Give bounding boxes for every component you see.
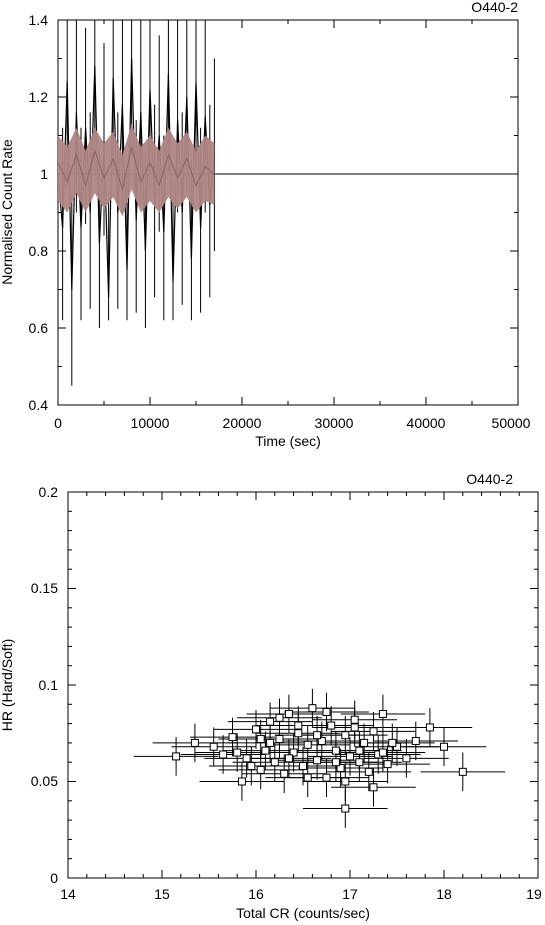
hr-point-marker xyxy=(294,729,303,738)
lc-y-tick-0: 0.4 xyxy=(29,397,49,413)
hr-y-tick-4: 0.2 xyxy=(39,484,59,500)
hr-point-marker xyxy=(275,713,284,722)
hr-scatter-series xyxy=(133,688,506,828)
hr-point-marker xyxy=(228,733,237,742)
hr-point-marker xyxy=(284,709,293,718)
hr-point-marker xyxy=(303,740,312,749)
hr-point-marker xyxy=(411,736,420,745)
hr-x-axis-label: Total CR (counts/sec) xyxy=(236,905,370,921)
hr-y-axis-label: HR (Hard/Soft) xyxy=(0,639,15,732)
hr-y-tick-0: 0 xyxy=(50,870,58,886)
hr-y-tick-1: 0.05 xyxy=(31,773,58,789)
hr-point-marker xyxy=(219,750,228,759)
lc-y-tick-1: 0.6 xyxy=(29,320,49,336)
hr-x-tick-3: 17 xyxy=(342,886,358,902)
hr-tick-marks xyxy=(67,491,539,879)
hr-point-marker xyxy=(242,754,251,763)
hr-point-marker xyxy=(313,756,322,765)
hr-x-tick-4: 18 xyxy=(436,886,452,902)
hr-point-marker xyxy=(360,738,369,747)
hr-point-marker xyxy=(252,725,260,734)
hr-x-tick-1: 15 xyxy=(154,886,170,902)
hr-point-marker xyxy=(331,746,340,755)
lc-x-tick-1: 10000 xyxy=(131,415,170,431)
hr-point-marker xyxy=(440,742,448,751)
hr-point-marker xyxy=(237,777,246,786)
lc-y-tick-2: 0.8 xyxy=(29,243,49,259)
hr-point-marker xyxy=(383,760,392,769)
lc-x-tick-4: 40000 xyxy=(407,415,446,431)
hr-point-marker xyxy=(378,709,387,718)
lc-x-axis-label: Time (sec) xyxy=(255,433,321,449)
hardness-frame xyxy=(67,491,539,879)
hr-x-tick-5: 19 xyxy=(526,886,542,902)
lc-smoothed-series xyxy=(57,123,215,217)
hr-point-marker xyxy=(284,754,293,763)
hr-point-marker xyxy=(266,717,275,726)
hr-point-marker xyxy=(209,742,218,751)
lc-x-tick-0: 0 xyxy=(54,415,62,431)
hardness-tag: O440-2 xyxy=(466,471,513,487)
lc-y-axis-label: Normalised Count Rate xyxy=(0,139,15,285)
hardness-panel: O440-2 14 15 16 17 18 19 0 0.05 0.1 0.15… xyxy=(0,471,542,921)
hr-point-marker xyxy=(378,748,387,757)
hr-point-marker xyxy=(350,715,359,724)
hr-point-marker xyxy=(458,767,467,776)
hr-point-marker xyxy=(341,804,350,813)
lc-y-tick-4: 1.2 xyxy=(29,89,49,105)
hr-point-marker xyxy=(266,738,275,747)
hr-y-tick-2: 0.1 xyxy=(39,677,59,693)
hr-x-tick-2: 16 xyxy=(248,886,264,902)
hr-point-marker xyxy=(336,763,345,772)
hr-point-marker xyxy=(355,758,364,767)
hr-point-marker xyxy=(247,762,256,771)
hr-point-marker xyxy=(289,748,298,757)
hr-point-marker xyxy=(369,783,378,792)
hr-point-marker xyxy=(364,767,373,776)
hr-point-marker xyxy=(388,738,397,747)
hr-point-marker xyxy=(308,704,317,713)
hr-point-marker xyxy=(172,752,181,761)
hr-point-marker xyxy=(280,769,289,778)
lc-x-tick-5: 50000 xyxy=(492,415,531,431)
hr-point-marker xyxy=(322,708,331,717)
hr-point-marker xyxy=(233,748,242,757)
hr-point-marker xyxy=(341,731,350,740)
lightcurve-tag: O440-2 xyxy=(471,0,518,15)
hr-point-marker xyxy=(331,758,340,767)
hr-point-marker xyxy=(402,754,411,763)
hr-point-marker xyxy=(346,752,354,761)
hr-y-tick-3: 0.15 xyxy=(31,580,58,596)
hr-x-tick-0: 14 xyxy=(60,886,76,902)
hr-point-marker xyxy=(355,746,364,755)
hr-point-marker xyxy=(270,758,279,767)
hr-point-marker xyxy=(327,721,336,730)
hr-point-marker xyxy=(313,731,322,740)
hr-point-marker xyxy=(275,735,284,744)
lc-x-tick-3: 30000 xyxy=(315,415,354,431)
hr-point-marker xyxy=(299,762,307,771)
lc-smoothed-band xyxy=(58,123,215,217)
hr-point-marker xyxy=(369,727,378,736)
hr-point-marker xyxy=(341,777,350,786)
lc-x-tick-2: 20000 xyxy=(223,415,262,431)
lc-y-tick-3: 1 xyxy=(40,166,48,182)
hr-point-marker xyxy=(261,746,270,755)
hr-point-marker xyxy=(256,735,265,744)
hr-point-marker xyxy=(303,773,312,782)
hr-point-marker xyxy=(425,723,434,732)
lightcurve-panel: O440-2 0 10000 20000 30000 40000 50000 0… xyxy=(0,0,531,449)
hr-point-marker xyxy=(350,723,359,732)
hr-point-marker xyxy=(256,765,265,774)
lc-y-tick-5: 1.4 xyxy=(29,12,49,28)
hr-point-marker xyxy=(294,721,303,730)
lc-smoothed-line xyxy=(57,146,215,190)
hr-point-marker xyxy=(317,736,326,745)
hr-point-marker xyxy=(322,773,331,782)
hr-point-marker xyxy=(190,738,199,747)
